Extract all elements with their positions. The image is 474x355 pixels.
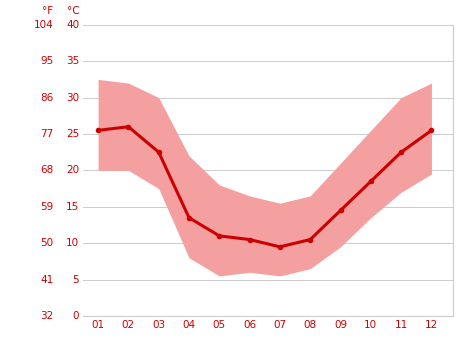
Text: 0: 0 [73, 311, 79, 321]
Text: 35: 35 [66, 56, 79, 66]
Text: 104: 104 [34, 20, 54, 30]
Text: 20: 20 [66, 165, 79, 175]
Text: 41: 41 [40, 274, 54, 285]
Text: °C: °C [67, 6, 79, 16]
Text: 50: 50 [40, 238, 54, 248]
Text: 5: 5 [73, 274, 79, 285]
Text: 59: 59 [40, 202, 54, 212]
Text: 95: 95 [40, 56, 54, 66]
Text: 30: 30 [66, 93, 79, 103]
Text: 86: 86 [40, 93, 54, 103]
Text: °F: °F [42, 6, 54, 16]
Text: 10: 10 [66, 238, 79, 248]
Text: 40: 40 [66, 20, 79, 30]
Text: 68: 68 [40, 165, 54, 175]
Text: 25: 25 [66, 129, 79, 139]
Text: 32: 32 [40, 311, 54, 321]
Text: 15: 15 [66, 202, 79, 212]
Text: 77: 77 [40, 129, 54, 139]
